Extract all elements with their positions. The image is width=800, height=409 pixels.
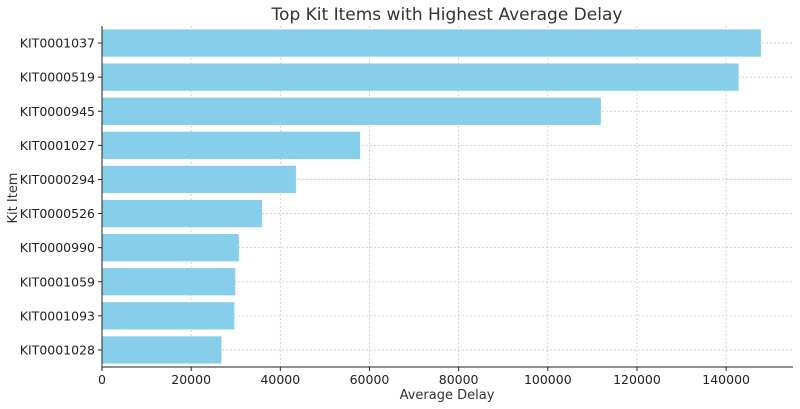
bars: [102, 29, 761, 364]
y-tick-label: KIT0001028: [20, 342, 95, 357]
y-tick-label: KIT0001093: [20, 308, 95, 323]
y-tick-label: KIT0001059: [20, 274, 95, 289]
x-axis-label: Average Delay: [400, 388, 495, 403]
x-tick-label: 0: [98, 372, 106, 387]
bar-kit0000519: [102, 63, 739, 91]
x-tick-label: 100000: [524, 372, 572, 387]
bar-kit0000526: [102, 199, 263, 228]
x-tick-label: 20000: [171, 372, 211, 387]
y-axis-label: Kit Item: [6, 173, 21, 224]
bar-kit0001093: [102, 302, 235, 330]
chart-title: Top Kit Items with Highest Average Delay: [271, 5, 623, 25]
x-tick-label: 80000: [439, 372, 479, 387]
axes: [101, 26, 793, 368]
y-tick-label: KIT0000945: [20, 104, 95, 119]
x-tick-label: 120000: [613, 372, 661, 387]
x-ticks: 0 20000 40000 60000 80000 100000 120000 140000: [98, 367, 750, 387]
bar-kit0001028: [102, 336, 222, 364]
y-tick-label: KIT0001027: [20, 138, 95, 153]
y-tick-label: KIT0000519: [20, 70, 95, 85]
bar-kit0000990: [102, 234, 239, 262]
x-tick-label: 140000: [702, 372, 750, 387]
y-tick-label: KIT0000990: [20, 240, 95, 255]
bar-kit0001037: [102, 29, 761, 57]
x-tick-label: 60000: [350, 372, 390, 387]
y-tick-label: KIT0001037: [20, 36, 95, 51]
bar-kit0000294: [102, 165, 296, 194]
bar-kit0001027: [102, 131, 361, 159]
y-tick-label: KIT0000526: [20, 206, 95, 221]
bar-kit0001059: [102, 268, 236, 296]
y-tick-label: KIT0000294: [20, 172, 95, 187]
x-tick-label: 40000: [260, 372, 300, 387]
bar-kit0000945: [102, 97, 601, 125]
y-ticks: KIT0001037 KIT0000519 KIT0000945 KIT0001027…: [20, 36, 102, 357]
